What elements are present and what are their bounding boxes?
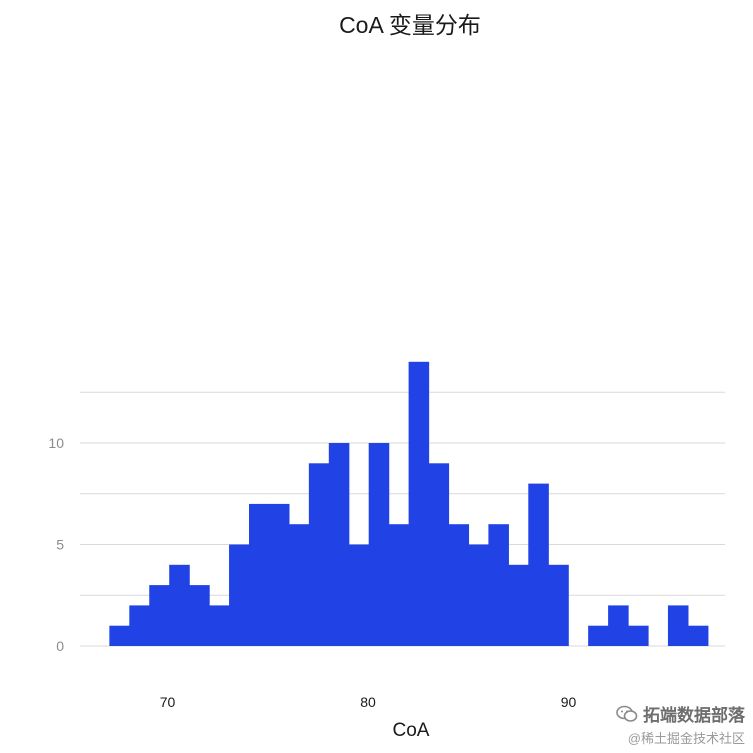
histogram-bar — [388, 524, 410, 646]
y-axis-ticks: 0 5 10 — [48, 435, 64, 654]
histogram-bar — [268, 503, 290, 646]
histogram-bar — [129, 605, 150, 646]
histogram-bar — [548, 564, 569, 646]
histogram-bar — [687, 625, 709, 646]
x-axis-label: CoA — [393, 720, 430, 741]
histogram-bar — [468, 544, 490, 646]
histogram-bar — [628, 625, 649, 646]
histogram-bar — [308, 463, 330, 646]
y-tick-label: 5 — [56, 537, 64, 553]
histogram-bar — [428, 463, 450, 646]
histogram-bars — [109, 361, 709, 646]
histogram-bar — [189, 585, 210, 646]
histogram-bar — [149, 585, 170, 646]
histogram-bar — [667, 605, 689, 646]
histogram-bar — [448, 524, 470, 646]
x-tick-label: 70 — [160, 694, 176, 710]
wechat-icon — [616, 705, 638, 722]
y-tick-label: 0 — [56, 638, 64, 654]
histogram-bar — [528, 483, 549, 646]
histogram-bar — [169, 564, 190, 646]
histogram-bar — [408, 361, 430, 646]
histogram-bar — [608, 605, 629, 646]
histogram-bar — [109, 625, 130, 646]
histogram-bar — [328, 443, 350, 646]
x-tick-label: 90 — [561, 694, 577, 710]
x-tick-label: 80 — [360, 694, 376, 710]
x-axis-ticks: 70 80 90 — [160, 694, 577, 710]
watermark-site-text: @稀土掘金技术社区 — [627, 731, 745, 746]
histogram-bar — [488, 524, 509, 646]
chart-title: CoA 变量分布 — [339, 12, 481, 38]
histogram-bar — [508, 564, 529, 646]
watermark-brand-text: 拓端数据部落 — [643, 706, 745, 725]
y-tick-label: 10 — [48, 435, 64, 451]
histogram-bar — [368, 443, 390, 646]
histogram-bar — [229, 544, 250, 646]
histogram-bar — [209, 605, 230, 646]
watermark: 拓端数据部落 @稀土掘金技术社区 — [616, 701, 745, 747]
histogram-bar — [588, 625, 609, 646]
histogram-bar — [288, 524, 310, 646]
histogram-bar — [348, 544, 370, 646]
histogram-bar — [249, 503, 270, 646]
watermark-brand: 拓端数据部落 — [616, 701, 745, 726]
